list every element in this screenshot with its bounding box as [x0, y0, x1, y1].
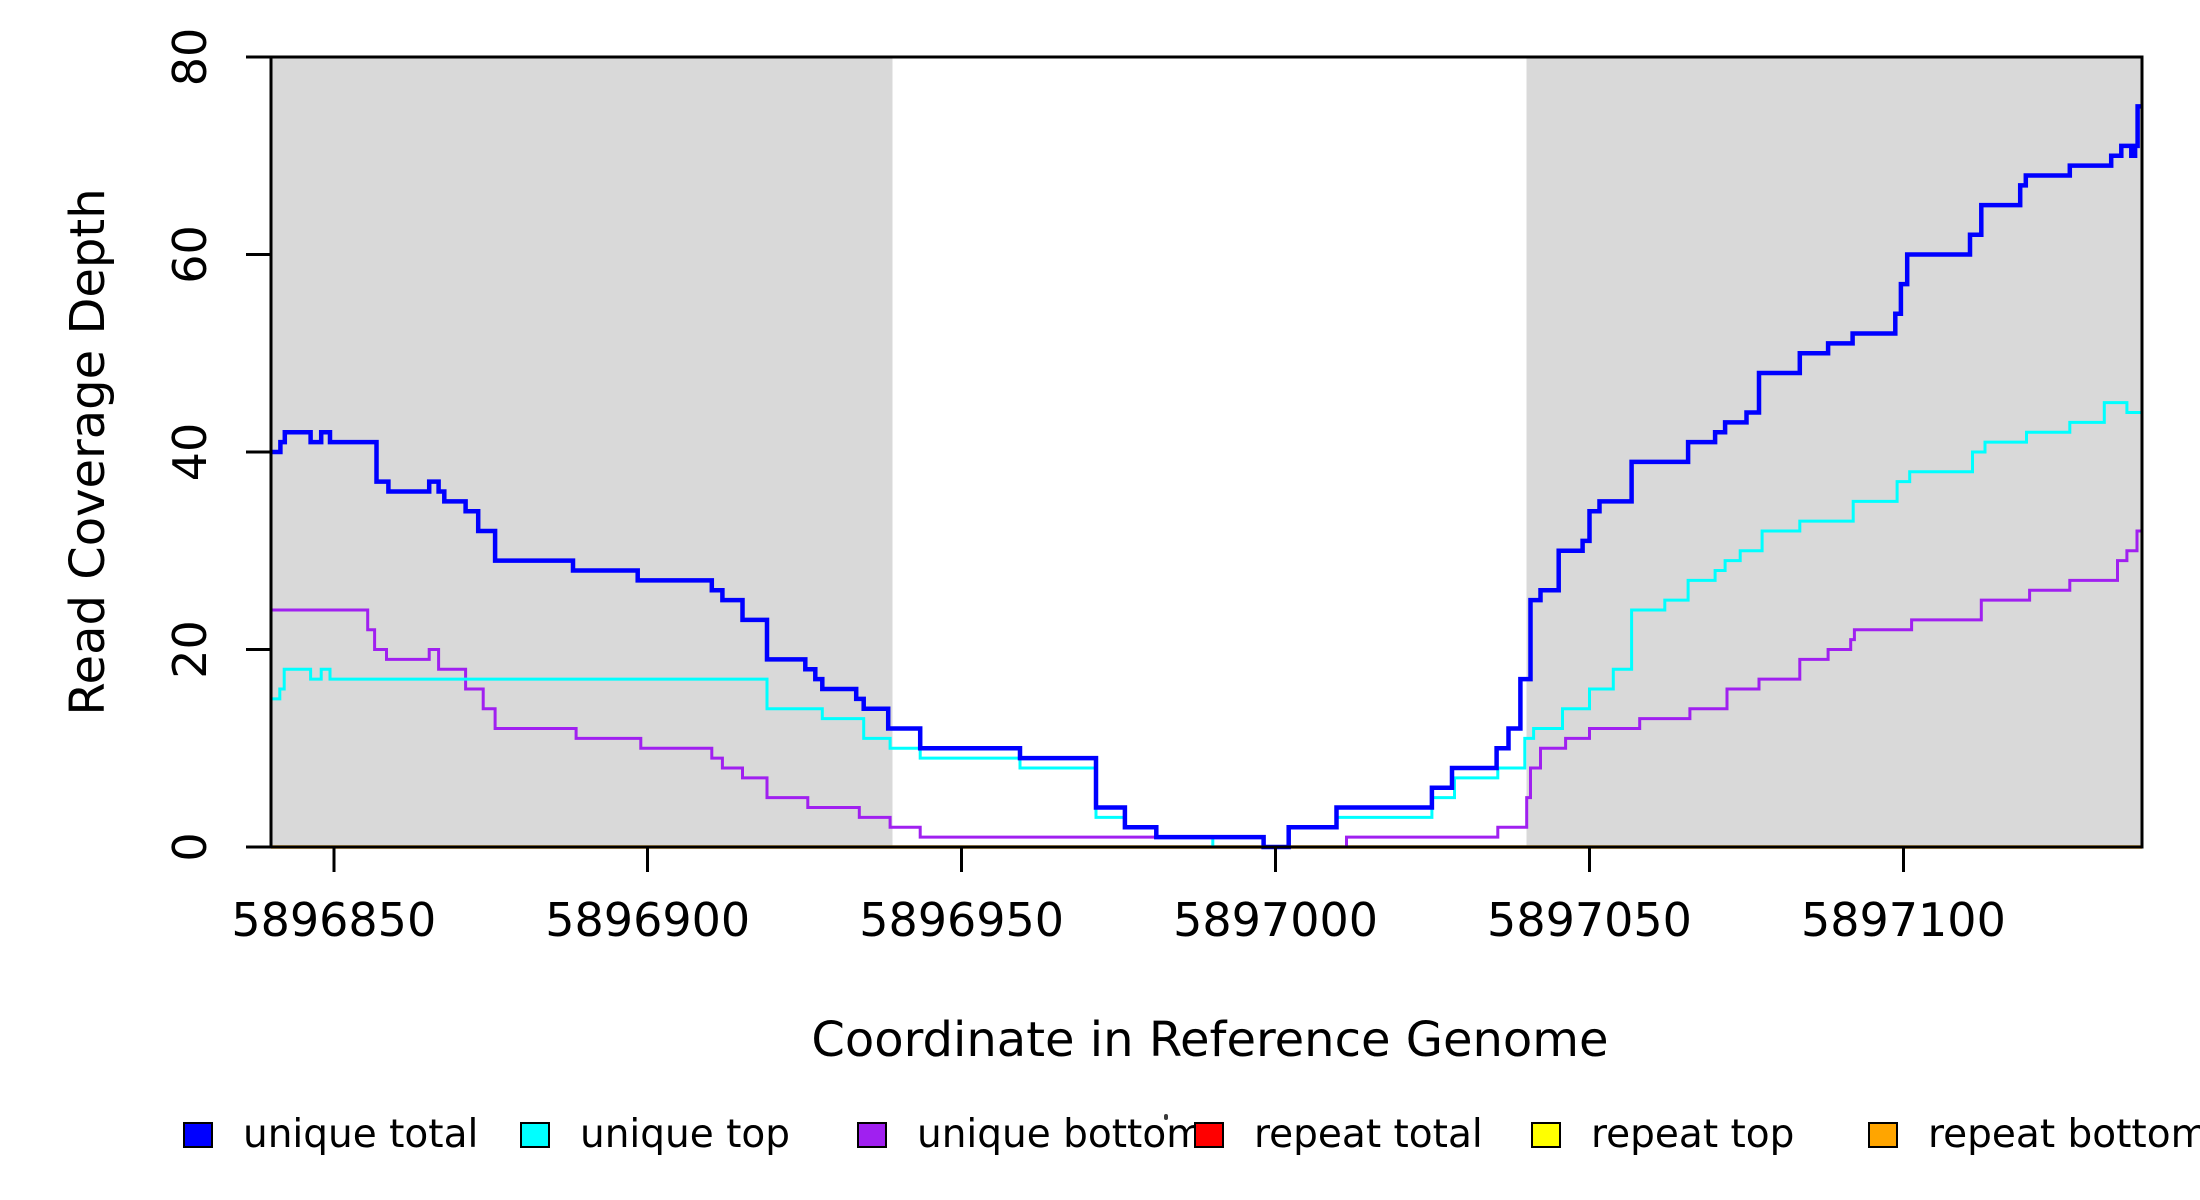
legend-label: repeat bottom	[1928, 1112, 2200, 1157]
legend-label: repeat total	[1254, 1112, 1483, 1157]
legend-item-repeat-total: repeat total	[1194, 1112, 1483, 1157]
shaded-region	[271, 57, 893, 847]
x-tick-label: 5896950	[859, 893, 1064, 947]
y-tick-label: 80	[163, 28, 217, 87]
legend-swatch-repeat-bottom	[1868, 1121, 1898, 1148]
legend-label: repeat top	[1591, 1112, 1795, 1157]
x-tick-label: 5897100	[1801, 893, 2006, 947]
legend-swatch-unique-bottom	[857, 1121, 887, 1148]
legend-item-unique-total: unique total	[183, 1112, 478, 1157]
legend-swatch-repeat-total	[1194, 1121, 1224, 1148]
legend-swatch-unique-total	[183, 1121, 213, 1148]
legend-swatch-repeat-top	[1531, 1121, 1561, 1148]
y-tick-label: 0	[163, 832, 217, 861]
legend-label: unique top	[580, 1112, 791, 1157]
x-axis-title: Coordinate in Reference Genome	[811, 1012, 1609, 1068]
y-tick-label: 60	[163, 225, 217, 284]
series-unique-total	[271, 104, 2142, 850]
y-tick-label: 40	[163, 423, 217, 482]
y-axis-title: Read Coverage Depth	[60, 188, 116, 716]
legend-item-repeat-bottom: repeat bottom	[1868, 1112, 2200, 1157]
legend-swatch-unique-top	[520, 1121, 550, 1148]
x-tick-label: 5897050	[1487, 893, 1692, 947]
x-tick-label: 5897000	[1173, 893, 1378, 947]
x-tick-label: 5896900	[545, 893, 750, 947]
legend-label: unique bottom	[917, 1112, 1205, 1157]
y-tick-label: 20	[163, 620, 217, 679]
legend-label: unique total	[243, 1112, 479, 1157]
legend-item-unique-bottom: unique bottom	[857, 1112, 1204, 1157]
series-unique-bottom	[271, 529, 2142, 849]
legend-item-unique-top: unique top	[520, 1112, 790, 1157]
shaded-region	[1526, 57, 2142, 847]
x-tick-label: 5896850	[231, 893, 436, 947]
stray-mark	[1164, 1114, 1168, 1120]
series-unique-top	[271, 401, 2142, 849]
legend-item-repeat-top: repeat top	[1531, 1112, 1794, 1157]
